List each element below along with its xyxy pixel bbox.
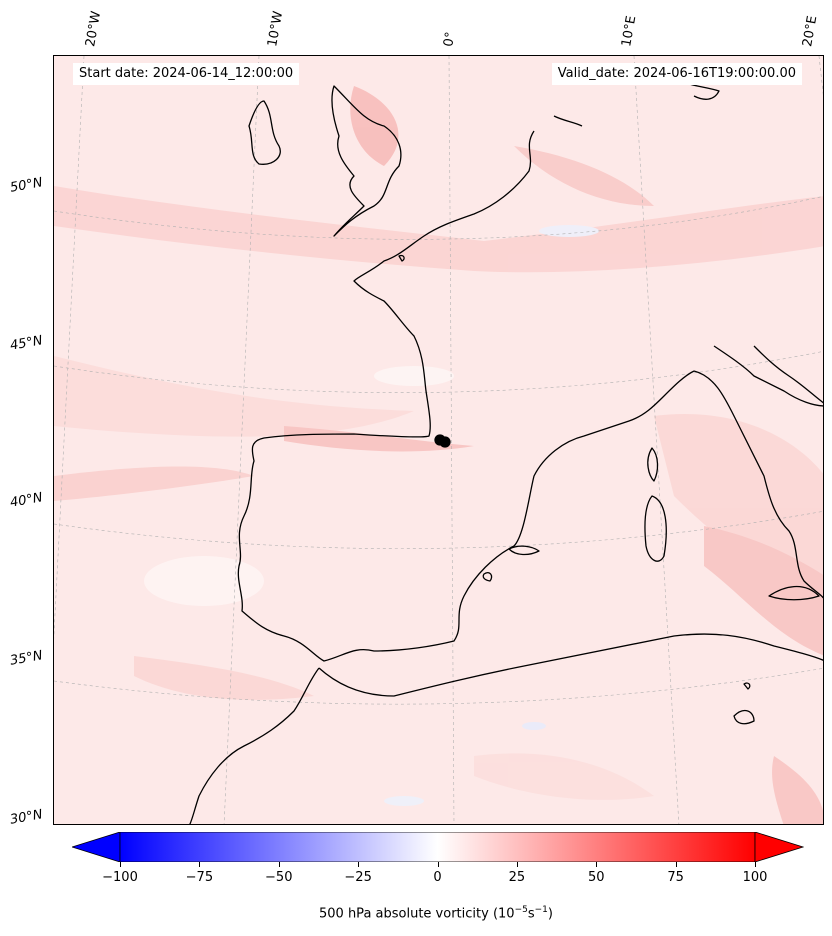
lon-label-10e: 10°E — [619, 14, 640, 48]
colorbar-label: 500 hPa absolute vorticity (10−5s−1) — [0, 905, 832, 921]
colorbar-label-text: 500 hPa absolute vorticity (10 — [319, 906, 515, 922]
colorbar-label-exp1: −5 — [514, 905, 528, 915]
colorbar-tick-label: 25 — [508, 870, 526, 885]
colorbar-tick-label: 0 — [433, 870, 442, 885]
colorbar-tick-mark — [358, 862, 360, 867]
valid-date-label: Valid_date: 2024-06-16T19:00:00.00 — [551, 63, 802, 85]
lon-label-20e: 20°E — [800, 14, 821, 48]
colorbar-svg — [70, 831, 805, 863]
colorbar — [70, 831, 805, 863]
colorbar-label-end: ) — [547, 906, 553, 922]
colorbar-tick-label: −100 — [102, 870, 138, 885]
vorticity-map — [54, 56, 823, 824]
colorbar-tick-mark — [437, 862, 439, 867]
colorbar-tick-mark — [199, 862, 201, 867]
colorbar-tick-mark — [278, 862, 280, 867]
colorbar-tick-mark — [596, 862, 598, 867]
colorbar-tick-label: 50 — [587, 870, 605, 885]
colorbar-tick-label: −75 — [185, 870, 214, 885]
colorbar-tick-label: −50 — [265, 870, 293, 885]
colorbar-high-extend — [754, 831, 805, 863]
colorbar-gradient — [119, 831, 756, 863]
colorbar-low-extend — [70, 831, 121, 863]
colorbar-tick-mark — [755, 862, 756, 867]
colorbar-tick-label: −25 — [344, 870, 372, 885]
colorbar-tick-mark — [516, 862, 518, 867]
vorticity-field — [54, 86, 823, 824]
lon-label-20w: 20°W — [83, 10, 105, 49]
colorbar-tick-mark — [120, 862, 121, 867]
lon-label-10w: 10°W — [265, 10, 287, 49]
colorbar-tick-label: 75 — [667, 870, 684, 885]
lat-label-40n: 40°N — [8, 490, 44, 511]
colorbar-label-unit: s — [527, 906, 535, 922]
start-date-label: Start date: 2024-06-14_12:00:00 — [73, 63, 300, 85]
lat-label-45n: 45°N — [8, 333, 44, 354]
lat-label-50n: 50°N — [8, 175, 44, 196]
lon-label-0: 0° — [441, 30, 459, 48]
map-panel[interactable] — [53, 55, 824, 825]
coastlines — [189, 75, 823, 824]
graticule — [54, 56, 823, 824]
lat-label-35n: 35°N — [8, 648, 44, 669]
colorbar-label-exp2: −1 — [534, 905, 548, 915]
colorbar-tick-label: 100 — [742, 870, 768, 885]
lat-label-30n: 30°N — [8, 807, 44, 828]
colorbar-tick-mark — [675, 862, 677, 867]
